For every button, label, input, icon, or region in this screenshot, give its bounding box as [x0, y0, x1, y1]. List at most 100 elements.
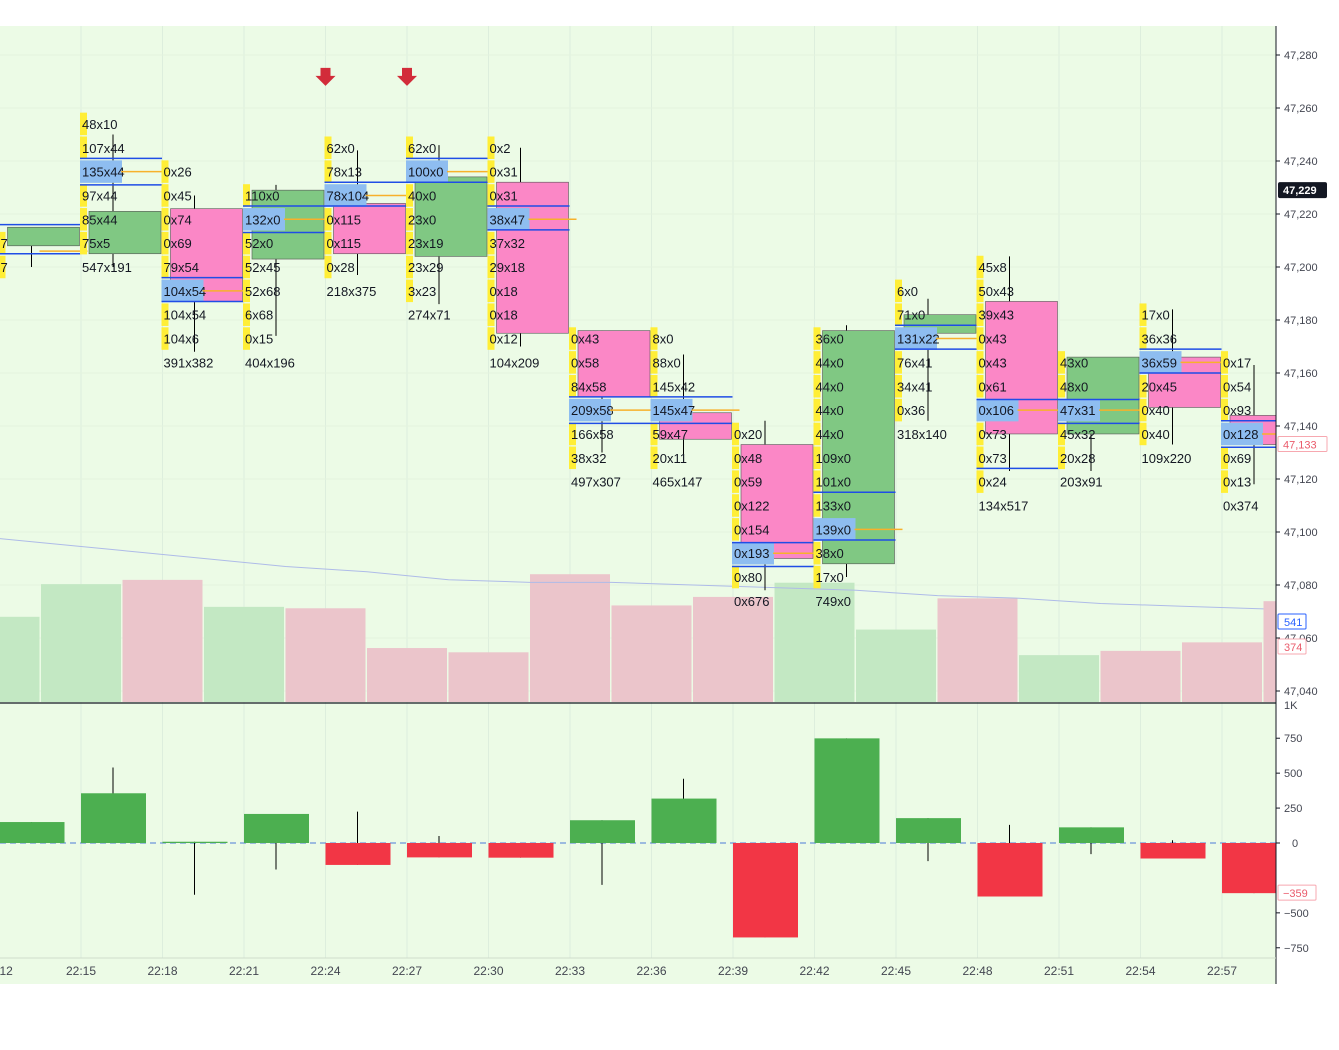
volume-bar — [530, 574, 610, 702]
price-tick-label: 47,200 — [1284, 262, 1318, 274]
delta-bar — [244, 814, 309, 843]
footprint-cell-label: 97x44 — [82, 188, 117, 203]
delta-bar — [570, 820, 635, 843]
footprint-cell-label: 0x43 — [571, 332, 599, 347]
delta-bar — [733, 843, 798, 937]
footprint-cell-label: 17x0 — [1142, 308, 1170, 323]
candle-summary: 109x220 — [1142, 451, 1192, 466]
footprint-cell-label: 0x128 — [1223, 427, 1258, 442]
footprint-cell-label: 0x93 — [1223, 403, 1251, 418]
footprint-cell-label: 52x68 — [245, 284, 280, 299]
footprint-cell-label: 133x0 — [816, 499, 851, 514]
time-tick-label: 22:45 — [881, 964, 911, 978]
footprint-cell-label: 44x0 — [816, 379, 844, 394]
footprint-cell-label: 0x40 — [1142, 427, 1170, 442]
volume-bar — [856, 630, 936, 702]
footprint-cell-label: 135x44 — [82, 165, 125, 180]
delta-tick-label: −500 — [1284, 908, 1309, 920]
footprint-cell-label: 50x43 — [979, 284, 1014, 299]
price-tick-label: 47,280 — [1284, 50, 1318, 62]
footprint-cell-label: 145x42 — [653, 379, 696, 394]
price-tick-label: 47,240 — [1284, 156, 1318, 168]
volume-scale-label: 1K — [1284, 700, 1298, 712]
footprint-cell-label: 0x48 — [734, 451, 762, 466]
footprint-cell-label: 37x32 — [490, 236, 525, 251]
footprint-cell-label: 0x59 — [734, 475, 762, 490]
price-tick-label: 47,180 — [1284, 315, 1318, 327]
footprint-cell-label: 109x0 — [816, 451, 851, 466]
footprint-cell-label: 0x2 — [490, 141, 511, 156]
delta-bar — [1141, 843, 1206, 859]
footprint-cell-label: 0x154 — [734, 522, 769, 537]
volume-bar — [41, 584, 121, 702]
candle-summary: 391x382 — [164, 355, 214, 370]
footprint-cell-label: 0x12 — [490, 332, 518, 347]
candle-summary: 104x209 — [490, 355, 540, 370]
footprint-cell-label: 7 — [1, 260, 8, 275]
delta-bar — [407, 843, 472, 857]
time-tick-label: 22:15 — [66, 964, 96, 978]
footprint-cell-label: 23x0 — [408, 212, 436, 227]
footprint-cell-label: 101x0 — [816, 475, 851, 490]
footprint-cell-label: 88x0 — [653, 355, 681, 370]
time-tick-label: 22:27 — [392, 964, 422, 978]
footprint-cell-label: 23x19 — [408, 236, 443, 251]
candle-summary: 134x517 — [979, 499, 1029, 514]
footprint-cell-label: 43x0 — [1060, 355, 1088, 370]
footprint-cell-label: 29x18 — [490, 260, 525, 275]
delta-last-badge-label: 374 — [1284, 642, 1302, 654]
delta-bar — [0, 822, 65, 843]
footprint-cell-label: 132x0 — [245, 212, 280, 227]
footprint-cell-label: 107x44 — [82, 141, 125, 156]
footer-blank — [0, 984, 1339, 1045]
footprint-cell-label: 0x43 — [979, 355, 1007, 370]
footprint-cell-label: 20x45 — [1142, 379, 1177, 394]
candle-summary: 0x676 — [734, 594, 769, 609]
candle-summary: 465x147 — [653, 475, 703, 490]
delta-tick-label: 0 — [1292, 838, 1298, 850]
footprint-cell-label: 0x43 — [979, 332, 1007, 347]
footprint-cell-label: 0x115 — [327, 212, 361, 227]
price-tick-label: 47,100 — [1284, 527, 1318, 539]
footprint-cell-label: 20x11 — [653, 451, 687, 466]
footprint-cell-label: 45x8 — [979, 260, 1007, 275]
delta-bar — [81, 793, 146, 843]
footprint-cell-label: 52x0 — [245, 236, 273, 251]
footprint-cell-label: 145x47 — [653, 403, 696, 418]
volume-bar — [693, 597, 773, 702]
volume-bar — [938, 598, 1018, 702]
footprint-cell-label: 85x44 — [82, 212, 117, 227]
footprint-cell-label: 110x0 — [245, 188, 279, 203]
footprint-cell-label: 20x28 — [1060, 451, 1095, 466]
candle-summary: 749x0 — [816, 594, 851, 609]
delta-bar — [896, 818, 961, 843]
footprint-cell-label: 78x104 — [327, 188, 370, 203]
close-price-label: 47,133 — [1283, 440, 1317, 452]
footprint-cell-label: 71x0 — [897, 308, 925, 323]
footprint-cell-label: 44x0 — [816, 355, 844, 370]
footprint-cell-label: 48x0 — [1060, 379, 1088, 394]
volume-bar — [123, 580, 203, 702]
footprint-cell-label: 0x20 — [734, 427, 762, 442]
footprint-cell-label: 166x58 — [571, 427, 614, 442]
candle-summary: 274x71 — [408, 308, 451, 323]
footprint-cell-label: 0x31 — [490, 165, 518, 180]
footprint-cell-label: 38x32 — [571, 451, 606, 466]
footprint-cell-label: 0x115 — [327, 236, 361, 251]
footprint-cell-label: 3x23 — [408, 284, 436, 299]
footprint-cell-label: 0x31 — [490, 188, 518, 203]
footprint-cell-label: 7 — [1, 236, 8, 251]
footprint-cell-label: 0x80 — [734, 570, 762, 585]
footprint-cell-label: 44x0 — [816, 427, 844, 442]
footprint-cell-label: 100x0 — [408, 165, 443, 180]
footprint-cell-label: 0x40 — [1142, 403, 1170, 418]
footprint-cell-label: 75x5 — [82, 236, 110, 251]
footprint-cell-label: 39x43 — [979, 308, 1014, 323]
footprint-cell-label: 0x18 — [490, 308, 518, 323]
footprint-cell-label: 104x54 — [164, 284, 207, 299]
time-tick-label: 22:42 — [799, 964, 829, 978]
delta-bar — [815, 738, 880, 843]
footprint-cell-label: 6x68 — [245, 308, 273, 323]
